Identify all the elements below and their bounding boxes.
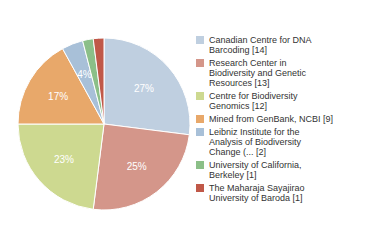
- svg-text:17%: 17%: [48, 91, 68, 102]
- svg-text:4%: 4%: [77, 69, 92, 80]
- html-text:University of California, Berk: University of California, Berkeley [1]: [209, 159, 302, 180]
- svg-text:23%: 23%: [54, 154, 74, 165]
- html-text:Mined from GenBank, NCBI [9]: Mined from GenBank, NCBI [9]: [209, 113, 334, 124]
- svg-text:27%: 27%: [134, 83, 154, 94]
- html-text:Leibniz Institute for the Anal: Leibniz Institute for the Analysis of Bi…: [209, 126, 301, 157]
- html-text:Research Center in Biodiversit: Research Center in Biodiversity and Gene…: [209, 57, 307, 88]
- html-text:Canadian Centre for DNA Barcod: Canadian Centre for DNA Barcoding [14]: [209, 34, 312, 55]
- svg-text:25%: 25%: [127, 161, 147, 172]
- html-text:The Maharaja Sayajirao Univers: The Maharaja Sayajirao University of Bar…: [209, 182, 305, 203]
- html-text:Centre for Biodiversity Genomi: Centre for Biodiversity Genomics [12]: [209, 90, 298, 111]
